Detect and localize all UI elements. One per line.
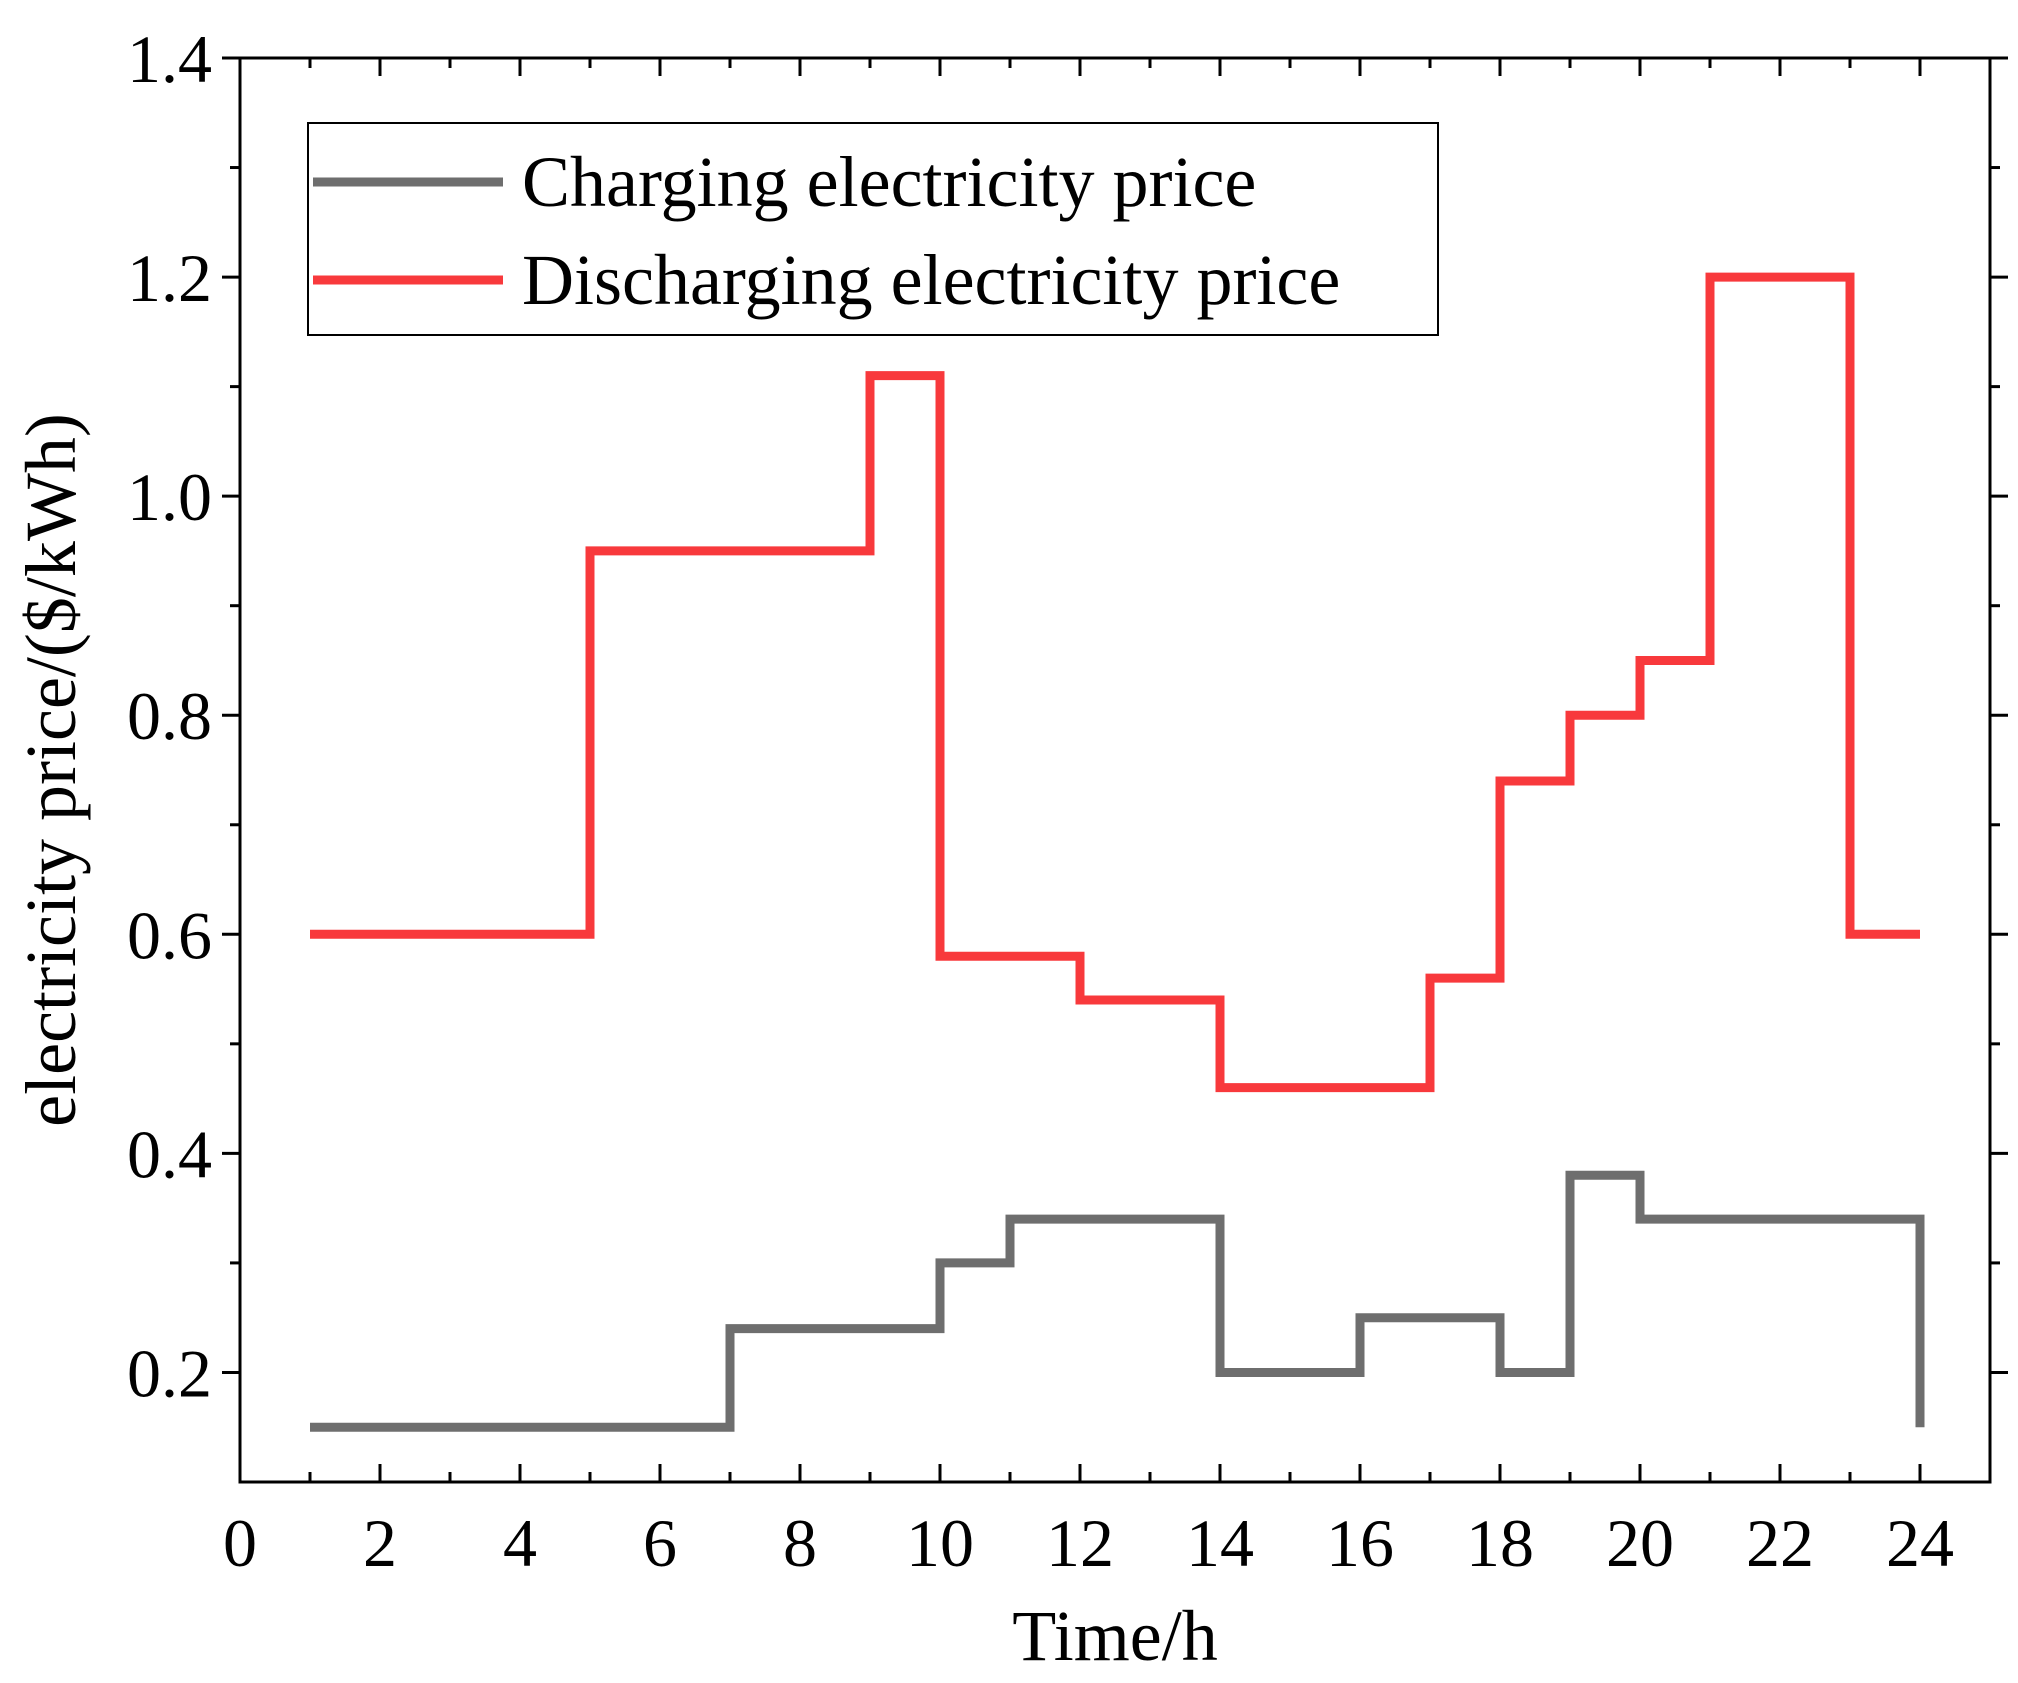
legend-label-charging: Charging electricity price bbox=[522, 142, 1256, 222]
legend-label-discharging: Discharging electricity price bbox=[522, 240, 1340, 320]
y-tick-label: 1.4 bbox=[127, 21, 212, 97]
y-tick-label: 1.2 bbox=[127, 240, 212, 316]
series-layer bbox=[310, 272, 1925, 1432]
x-tick-label: 14 bbox=[1186, 1505, 1254, 1581]
plot-frame bbox=[238, 56, 1992, 1484]
y-tick-label: 0.4 bbox=[127, 1116, 212, 1192]
x-axis-title: Time/h bbox=[1012, 1596, 1217, 1676]
x-tick-label: 2 bbox=[363, 1505, 397, 1581]
x-tick-label: 8 bbox=[783, 1505, 817, 1581]
x-tick-label: 24 bbox=[1886, 1505, 1954, 1581]
y-tick-label: 0.2 bbox=[127, 1335, 212, 1411]
x-tick-label: 6 bbox=[643, 1505, 677, 1581]
x-tick-label: 22 bbox=[1746, 1505, 1814, 1581]
series-charging-line bbox=[310, 1170, 1925, 1432]
x-tick-label: 18 bbox=[1466, 1505, 1534, 1581]
x-tick-label: 16 bbox=[1326, 1505, 1394, 1581]
x-tick-label: 20 bbox=[1606, 1505, 1674, 1581]
x-tick-label: 0 bbox=[223, 1505, 257, 1581]
ticks-layer bbox=[222, 56, 2008, 1482]
x-tick-label: 12 bbox=[1046, 1505, 1114, 1581]
legend-box bbox=[307, 122, 1439, 336]
y-tick-label: 0.8 bbox=[127, 678, 212, 754]
y-tick-label: 0.6 bbox=[127, 897, 212, 973]
x-tick-label: 10 bbox=[906, 1505, 974, 1581]
series-discharging-line bbox=[310, 272, 1920, 1093]
legend: Charging electricity price Discharging e… bbox=[307, 122, 1439, 336]
y-tick-label: 1.0 bbox=[127, 459, 212, 535]
x-tick-label: 4 bbox=[503, 1505, 537, 1581]
tick-labels-layer: 0 2 4 6 8 10 12 14 16 18 20 22 240.20.40.60.81.01.21… bbox=[127, 21, 1954, 1581]
y-axis-title: electricity price/($/kWh) bbox=[11, 413, 91, 1127]
